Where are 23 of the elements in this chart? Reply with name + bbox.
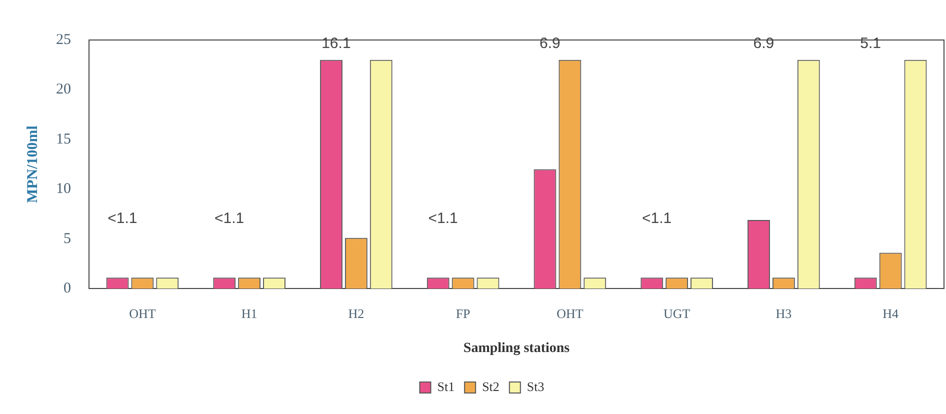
annotation: <1.1 — [428, 210, 458, 228]
x-tick-label: H4 — [882, 306, 900, 321]
x-tick-label: FP — [456, 306, 470, 321]
annotation: <1.1 — [642, 210, 672, 228]
legend-label: St2 — [482, 378, 500, 394]
x-tick-label: H1 — [241, 306, 258, 321]
y-tick-label: 10 — [56, 181, 71, 198]
legend-label: St3 — [526, 378, 544, 394]
y-tick-label: 0 — [64, 280, 71, 297]
y-tick-label: 20 — [56, 82, 71, 98]
x-tick-label: H3 — [776, 306, 792, 321]
annotation: <1.1 — [108, 210, 138, 228]
x-tick-label: UGT — [663, 306, 690, 321]
y-tick-label: 5 — [64, 230, 71, 247]
annotation: <1.1 — [214, 210, 244, 228]
x-tick-label: OHT — [129, 306, 156, 321]
x-tick-label: H2 — [348, 306, 364, 321]
legend-label: St1 — [437, 378, 455, 394]
y-axis-title: MPN/100ml — [24, 126, 41, 204]
y-tick-label: 25 — [56, 32, 71, 48]
y-tick-label: 15 — [56, 131, 71, 148]
x-tick-label: OHT — [556, 306, 584, 321]
x-axis-title: Sampling stations — [463, 341, 570, 356]
